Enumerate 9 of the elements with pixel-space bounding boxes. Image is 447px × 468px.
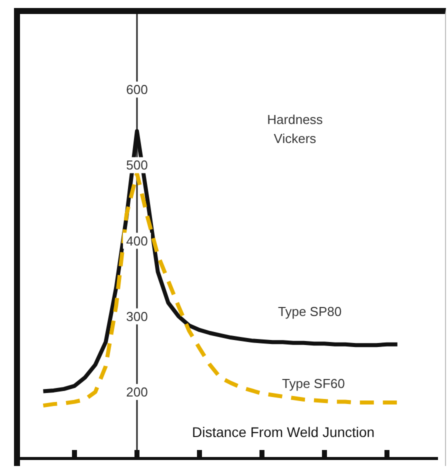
y-tick-label: 400 [126, 233, 148, 248]
y-axis-title: Hardness Vickers [266, 111, 324, 148]
y-tick-label: 200 [126, 384, 148, 400]
series-label: Type SP80 [278, 304, 342, 319]
y-tick-label: 600 [126, 82, 148, 98]
x-axis-title: Distance From Weld Junction [192, 424, 375, 440]
y-tick-label: 500 [126, 158, 148, 173]
y-tick-label: 300 [126, 308, 148, 324]
series-label: Type SF60 [282, 376, 345, 391]
